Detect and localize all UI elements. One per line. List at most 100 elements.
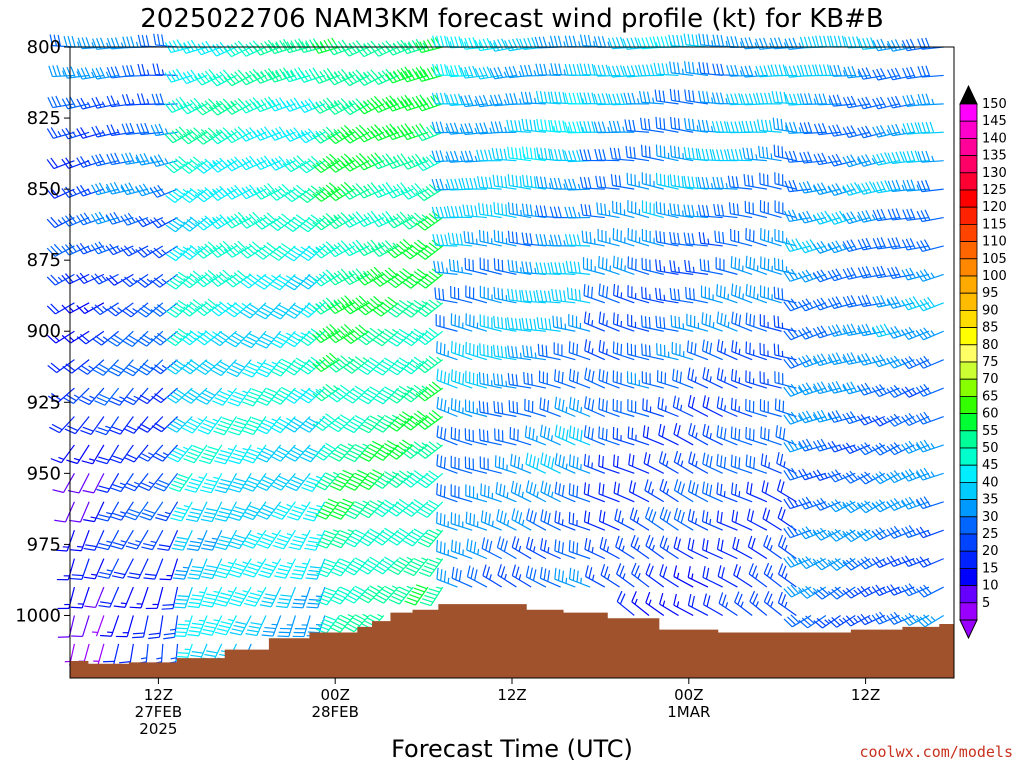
wind-barb-half-feather (197, 417, 204, 422)
wind-barb-feather (65, 215, 74, 226)
wind-barb-feather (219, 330, 230, 339)
wind-barb-feather (183, 335, 194, 343)
wind-barb-feather (352, 504, 363, 510)
wind-barb-feather (297, 72, 305, 83)
wind-barb-half-feather (550, 435, 553, 441)
wind-barb-feather (289, 248, 301, 256)
wind-barb-feather (218, 624, 230, 629)
wind-barb-half-feather (164, 128, 169, 134)
wind-barb-feather (421, 568, 433, 574)
wind-barb (90, 211, 119, 225)
wind-barb-feather (187, 605, 199, 609)
wind-barb-feather (425, 301, 436, 310)
wind-barb-feather (294, 598, 306, 601)
wind-barb-feather (384, 471, 395, 478)
wind-barb-feather (341, 305, 351, 315)
wind-barb-feather (396, 243, 406, 252)
wind-barb-feather (145, 35, 150, 47)
wind-barb (385, 94, 414, 112)
wind-barb-feather (229, 631, 242, 636)
wind-barb-feather (202, 515, 214, 519)
wind-barb-feather (212, 190, 222, 199)
wind-barb-feather (263, 214, 273, 224)
wind-barb-feather (172, 390, 183, 399)
wind-barb-feather (47, 364, 57, 374)
wind-barb-feather (374, 157, 383, 168)
wind-barb-feather (204, 389, 216, 396)
wind-barb-feather (511, 147, 514, 159)
wind-barb-feather (507, 317, 510, 329)
wind-barb-feather (339, 472, 351, 479)
wind-barb-feather (356, 246, 365, 256)
wind-barb (462, 204, 488, 219)
wind-barb-feather (436, 425, 439, 437)
wind-barb-feather (250, 622, 262, 626)
wind-barb-feather (385, 129, 394, 140)
wind-barb-feather (405, 567, 417, 574)
wind-barb-feather (69, 549, 82, 552)
wind-barb-feather (320, 565, 332, 571)
wind-barb-feather (500, 566, 506, 578)
wind-barb-feather (123, 456, 135, 463)
wind-barb-feather (515, 232, 518, 244)
wind-barb-feather (256, 514, 268, 520)
wind-barb-feather (194, 75, 203, 86)
wind-barb-feather (308, 507, 321, 512)
wind-barb-feather (244, 368, 256, 375)
wind-barb-feather (232, 595, 245, 600)
wind-barb-feather (378, 392, 390, 399)
wind-barb-feather (47, 395, 59, 404)
wind-barb-half-feather (348, 100, 354, 106)
wind-barb-feather (191, 594, 204, 597)
wind-barb-feather (304, 305, 315, 313)
wind-barb-feather (171, 483, 183, 489)
wind-barb-feather (108, 370, 119, 377)
wind-barb-feather (105, 276, 115, 286)
wind-barb-feather (377, 243, 387, 254)
wind-barb-feather (484, 149, 489, 161)
wind-barb-feather (359, 244, 369, 255)
wind-barb-feather (396, 213, 405, 223)
wind-barb-feather (419, 306, 430, 315)
wind-barb-feather (96, 488, 108, 493)
wind-barb-feather (271, 42, 279, 53)
wind-barb (170, 501, 193, 522)
wind-barb-feather (121, 123, 127, 135)
wind-barb-feather (482, 564, 487, 576)
wind-barb-feather (478, 400, 481, 413)
wind-barb-feather (354, 529, 366, 536)
wind-barb-feather (95, 96, 102, 108)
wind-barb-feather (454, 178, 459, 190)
wind-barb-feather (341, 76, 351, 86)
wind-barb-half-feather (57, 276, 63, 282)
wind-barb (316, 558, 341, 578)
wind-barb-feather (61, 188, 70, 198)
wind-barb-feather (124, 515, 136, 521)
wind-barb-feather (46, 218, 56, 228)
wind-barb-half-feather (101, 129, 106, 136)
wind-barb-half-feather (256, 274, 262, 279)
wind-barb-feather (186, 548, 199, 551)
wind-barb-feather (330, 73, 339, 84)
wind-barb-feather (331, 452, 343, 459)
wind-barb-feather (174, 302, 186, 310)
wind-barb-feather (171, 333, 183, 341)
wind-barb-feather (57, 34, 62, 47)
wind-barb-feather (223, 47, 232, 58)
wind-barb-half-feather (215, 129, 221, 134)
wind-barb-feather (180, 280, 190, 289)
wind-barb-half-feather (477, 548, 480, 555)
wind-barb-feather (389, 123, 398, 134)
wind-barb-feather (424, 594, 436, 600)
wind-barb-feather (277, 568, 290, 572)
wind-barb (385, 211, 414, 229)
wind-barb-feather (132, 636, 144, 639)
wind-barb (185, 501, 208, 523)
wind-barb-half-feather (533, 70, 537, 76)
wind-barb-feather (200, 604, 213, 608)
wind-barb-feather (366, 270, 376, 280)
wind-barb-feather (287, 280, 298, 288)
wind-barb-half-feather (183, 505, 190, 508)
wind-barb-feather (127, 212, 136, 223)
